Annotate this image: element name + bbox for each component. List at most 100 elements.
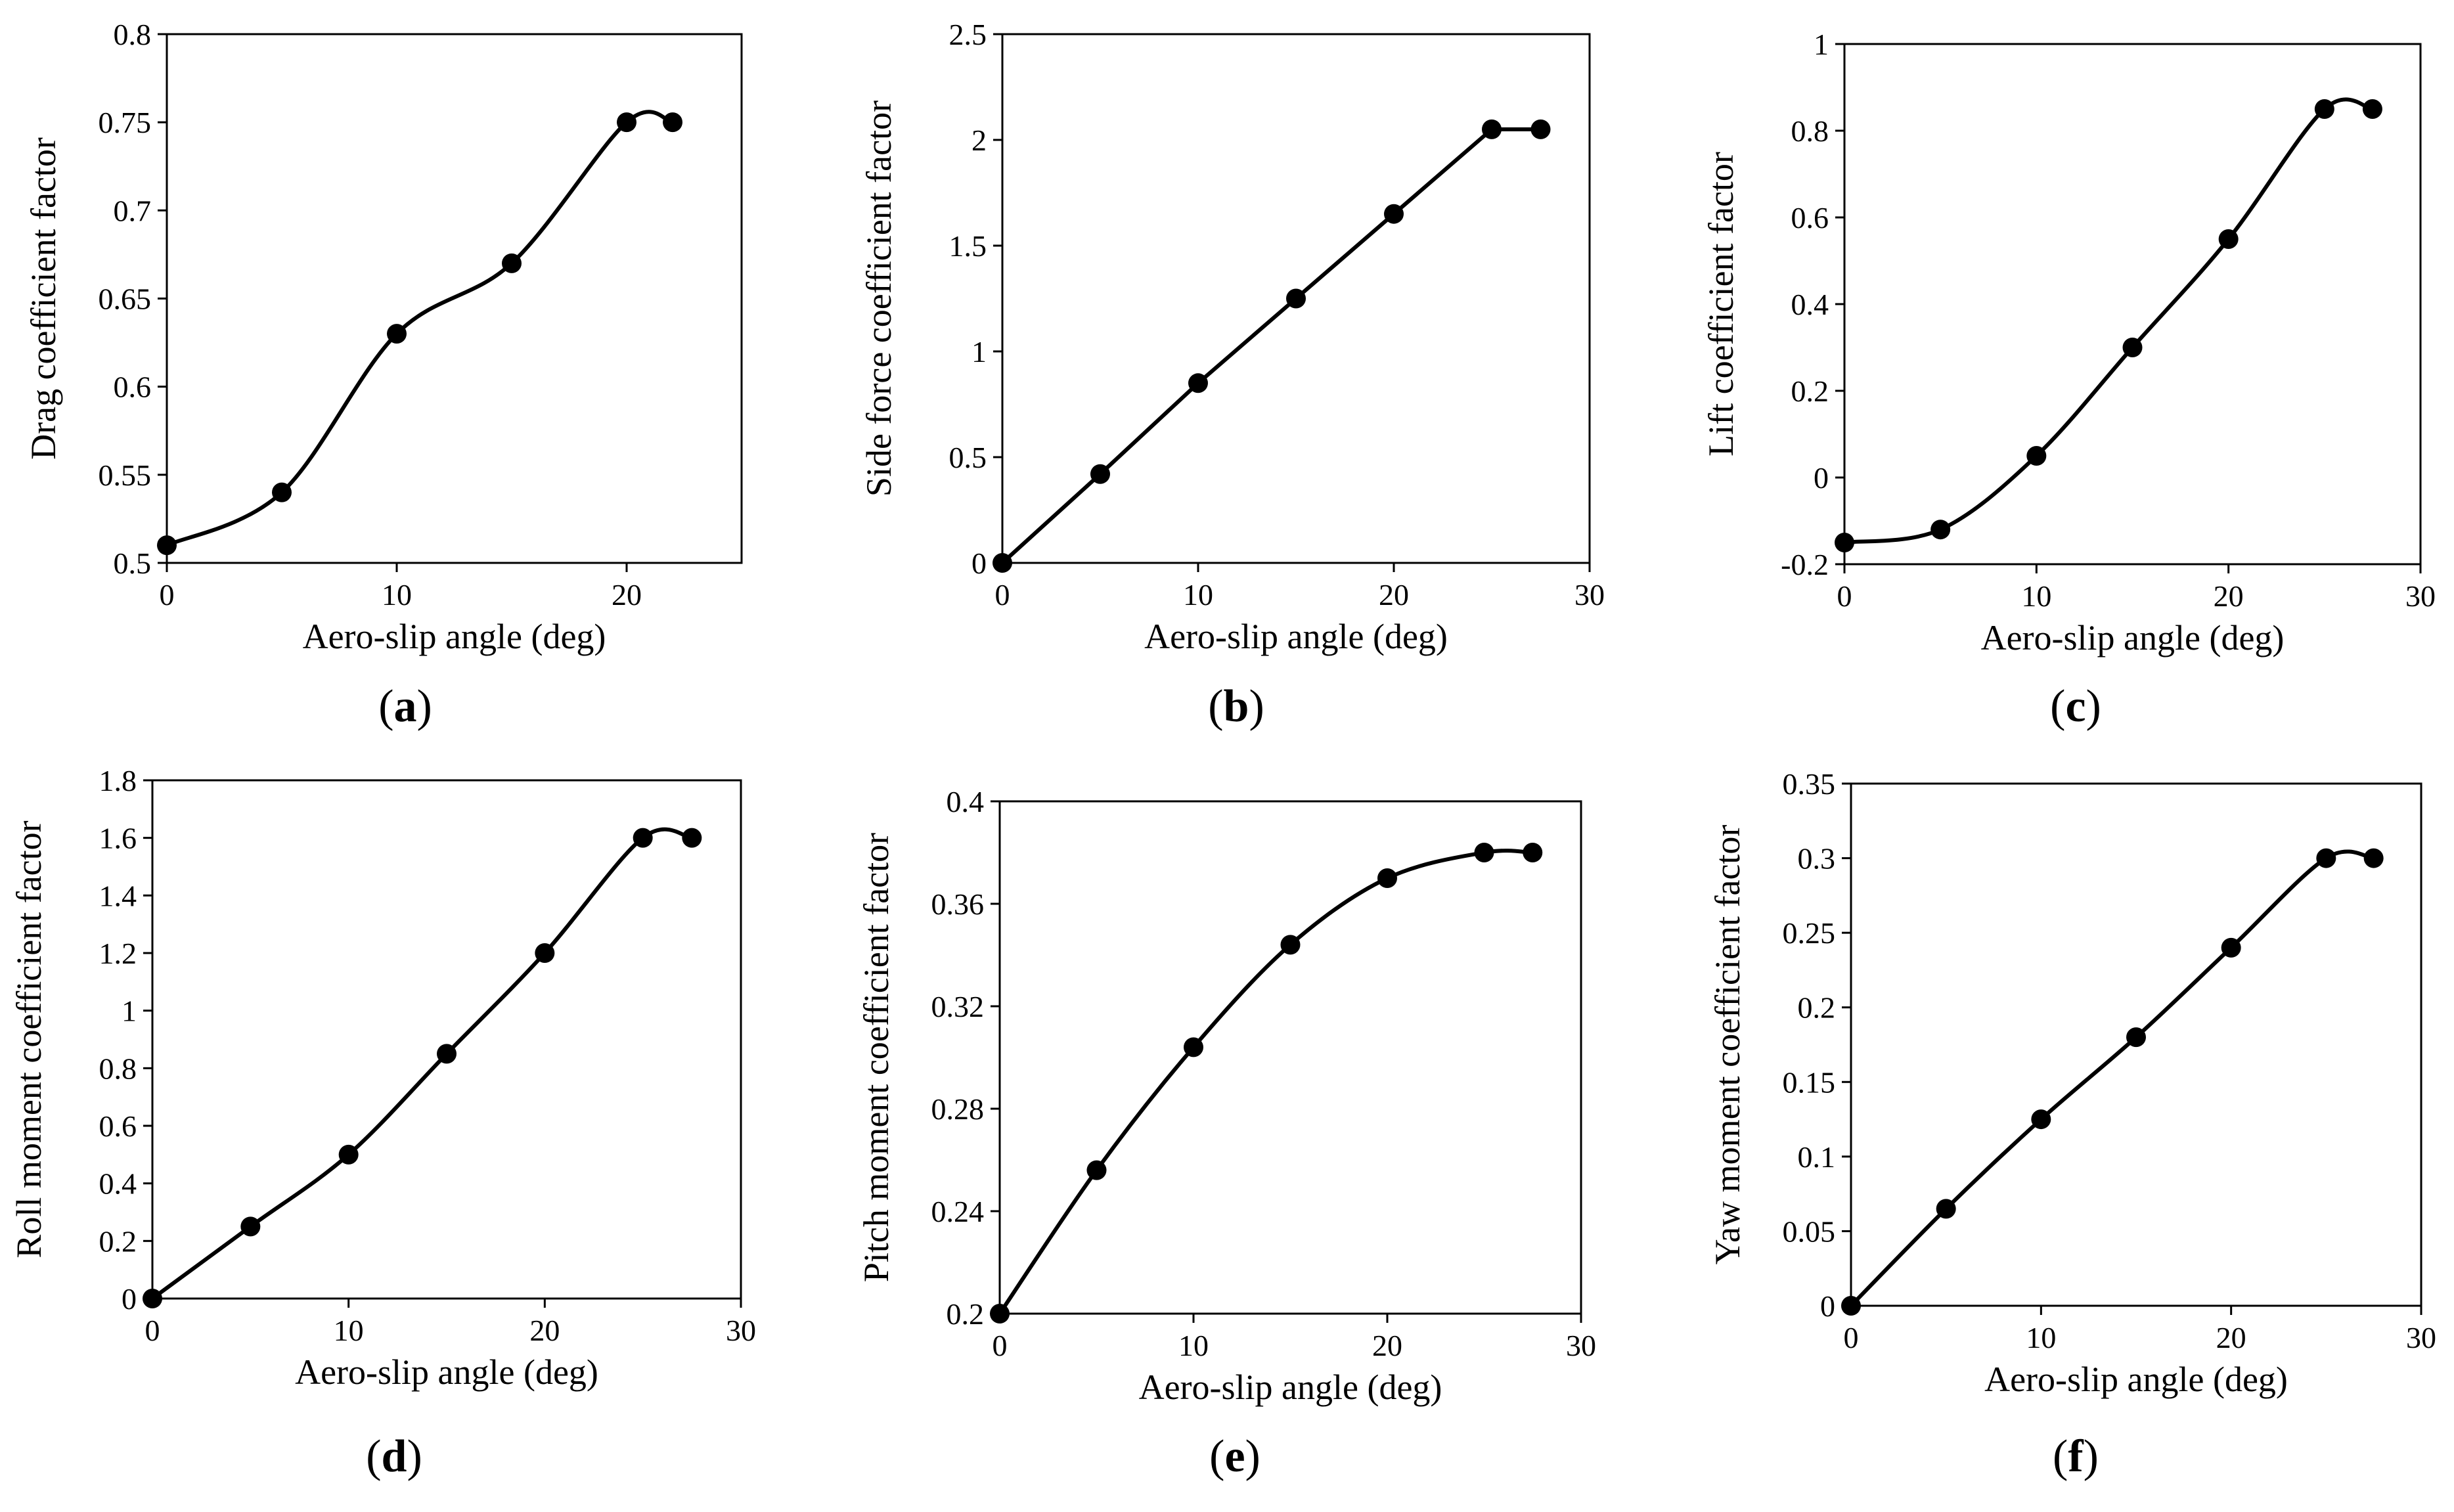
y-tick-label: 0.4	[1791, 288, 1829, 321]
panel-label-close: )	[2084, 1431, 2099, 1482]
x-tick-label: 10	[334, 1314, 364, 1347]
data-point	[2316, 848, 2336, 868]
y-tick-label: 0.6	[114, 370, 152, 404]
chart-panel-b: 0 0.5 1 1.5 2 2.5 0 10 20 30 Aero-slip angle (deg)…	[859, 18, 1605, 732]
plot-area-frame	[998, 800, 1582, 1315]
plot-area-frame	[1850, 782, 2422, 1307]
data-point	[1930, 520, 1951, 540]
panel-label: (b)	[1208, 681, 1264, 732]
x-tick-label: 0	[995, 578, 1010, 611]
x-tick-label: 20	[529, 1314, 560, 1347]
x-tick-label: 10	[2026, 1321, 2056, 1354]
y-tick-label: 0.8	[99, 1052, 137, 1085]
y-tick-label: 0	[1814, 461, 1829, 495]
panel-label-open: (	[2053, 1431, 2068, 1482]
panel-label-close: )	[417, 681, 432, 732]
data-point	[2126, 1027, 2146, 1048]
y-tick-label: 0.15	[1783, 1065, 1836, 1099]
trend-line	[1844, 97, 2373, 545]
panel-label-close: )	[407, 1431, 422, 1482]
y-tick-label: 0.6	[1791, 201, 1829, 234]
panel-label-open: (	[378, 681, 393, 732]
data-point	[1482, 119, 1502, 139]
panel-label: (e)	[1209, 1431, 1260, 1482]
y-tick-label: 0.2	[947, 1297, 985, 1331]
chart-panel-d: 0 0.2 0.4 0.6 0.8 1 1.2 1.4 1.6 1.8 0 10 20 30 Aero-sl…	[9, 764, 756, 1482]
data-point	[2218, 229, 2239, 249]
x-tick-label: 30	[1574, 578, 1605, 611]
x-tick-label: 20	[2214, 579, 2244, 613]
data-point	[663, 112, 682, 133]
panel-label-letter: f	[2068, 1431, 2084, 1482]
y-tick-label: 0.4	[947, 785, 985, 818]
x-tick-label: 20	[1379, 578, 1409, 611]
x-tick-label: 0	[145, 1314, 160, 1347]
x-tick-label: 20	[1372, 1329, 1402, 1362]
panel-label-letter: a	[394, 681, 417, 732]
data-point	[387, 324, 407, 344]
panel-label-letter: d	[382, 1431, 407, 1482]
x-tick-label: 0	[1844, 1321, 1859, 1354]
data-point	[617, 112, 636, 133]
data-point	[240, 1216, 261, 1237]
x-axis-label: Aero-slip angle (deg)	[295, 1352, 598, 1392]
y-tick-label: -0.2	[1781, 548, 1829, 581]
data-point	[990, 1304, 1010, 1323]
panel-label-letter: e	[1224, 1431, 1245, 1482]
y-tick-label: 0.65	[99, 282, 152, 316]
data-point	[2031, 1109, 2051, 1130]
y-tick-label: 2.5	[949, 18, 987, 51]
data-point	[157, 535, 177, 556]
panel-label-close: )	[1245, 1431, 1260, 1482]
trend-line	[151, 827, 692, 1301]
data-point	[1474, 843, 1494, 862]
y-axis-label: Pitch moment coefficient factor	[857, 833, 896, 1282]
x-axis-label: Aero-slip angle (deg)	[1144, 617, 1448, 656]
panel-label-close: )	[2086, 681, 2101, 732]
panel-label-open: (	[1208, 681, 1223, 732]
x-tick-label: 30	[2406, 1321, 2436, 1354]
y-tick-label: 0.4	[99, 1167, 137, 1201]
x-tick-label: 0	[1837, 579, 1852, 613]
panel-label-close: )	[1249, 681, 1264, 732]
x-tick-label: 10	[2021, 579, 2051, 613]
data-point	[272, 482, 292, 502]
x-tick-label: 0	[160, 578, 175, 611]
plot-area-frame	[1001, 33, 1591, 564]
x-tick-label: 20	[2216, 1321, 2246, 1354]
y-tick-label: 0.5	[114, 546, 152, 580]
y-tick-label: 0.8	[1791, 114, 1829, 148]
data-point	[633, 828, 653, 848]
panel-label-open: (	[366, 1431, 381, 1482]
y-tick-label: 0.2	[1791, 374, 1829, 408]
data-point	[1086, 1160, 1107, 1180]
panel-label-open: (	[2050, 681, 2065, 732]
data-point	[1384, 204, 1404, 224]
y-tick-label: 0.7	[114, 194, 152, 227]
data-point	[2362, 99, 2382, 119]
trend-line	[998, 849, 1533, 1315]
panel-label: (c)	[2050, 681, 2101, 732]
trend-line	[166, 110, 673, 547]
y-tick-label: 0.32	[931, 990, 985, 1023]
data-point	[437, 1044, 457, 1064]
y-tick-label: 2	[971, 123, 987, 157]
y-axis-label: Roll moment coefficient factor	[9, 820, 49, 1258]
data-point	[2221, 937, 2241, 958]
x-tick-label: 10	[1183, 578, 1213, 611]
chart-panel-e: 0.2 0.24 0.28 0.32 0.36 0.4 0 10 20 30 Aero-slip a…	[857, 785, 1596, 1482]
y-tick-label: 1.5	[949, 229, 987, 263]
y-tick-label: 1.6	[99, 822, 137, 855]
y-tick-label: 0.36	[931, 887, 985, 921]
trend-line	[1000, 127, 1541, 565]
x-tick-label: 20	[612, 578, 642, 611]
y-tick-label: 0.24	[931, 1195, 985, 1228]
data-point	[2314, 99, 2334, 119]
y-tick-label: 1.8	[99, 764, 137, 797]
chart-panel-f: 0 0.05 0.1 0.15 0.2 0.25 0.3 0.35 0 10 20 30 Aero-sl…	[1708, 767, 2436, 1482]
y-tick-label: 0	[971, 546, 987, 580]
data-point	[1377, 868, 1397, 888]
panel-label: (f)	[2053, 1431, 2099, 1482]
data-point	[1188, 373, 1208, 393]
